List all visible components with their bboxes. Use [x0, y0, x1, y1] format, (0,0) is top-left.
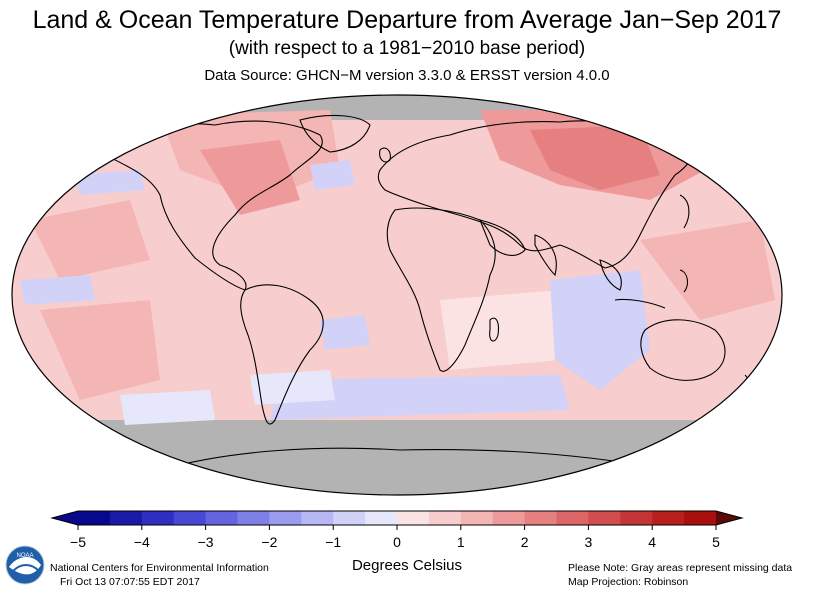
australia-outline: [640, 319, 726, 381]
colorbar-tick-label: 0: [393, 534, 401, 550]
colorbar-extend-low: [52, 511, 78, 525]
japan-outline: [679, 194, 690, 229]
cool-southern-ocean: [270, 375, 570, 420]
colorbar-swatch: [460, 511, 494, 525]
colorbar-swatch: [141, 511, 175, 525]
neutral-indian-ocean: [440, 290, 560, 370]
colorbar-swatch: [620, 511, 653, 525]
warm-canada: [200, 140, 300, 215]
colorbar-tick-label: −2: [261, 534, 278, 550]
colorbar-tick-label: −1: [325, 534, 342, 550]
colorbar-tick-label: 5: [712, 534, 720, 550]
colorbar-extend-high: [716, 511, 742, 525]
noaa-logo-icon: NOAA: [5, 545, 45, 585]
timestamp: Fri Oct 13 07:07:55 EDT 2017: [60, 576, 200, 588]
colorbar-swatch: [428, 511, 462, 525]
colorbar-swatch: [684, 511, 717, 525]
map-subtitle: (with respect to a 1981−2010 base period…: [228, 38, 586, 59]
colorbar-ticks: [77, 525, 717, 530]
cool-s-pacific: [120, 390, 215, 425]
arabia-outline: [479, 219, 526, 256]
cool-e-pacific: [20, 275, 95, 305]
data-source: Data Source: GHCN−M version 3.3.0 & ERSS…: [204, 67, 610, 84]
colorbar-swatch: [269, 511, 302, 525]
colorbar-units: Degrees Celsius: [351, 557, 463, 574]
warm-w-pacific: [640, 220, 775, 320]
south-america-outline: [240, 284, 324, 425]
uk-outline: [379, 147, 391, 163]
coastlines: [93, 114, 751, 471]
anomaly-field: [12, 95, 782, 495]
org-name: National Centers for Environmental Infor…: [50, 562, 269, 574]
missing-data-note: Please Note: Gray areas represent missin…: [568, 562, 793, 574]
cool-patagonia-sea: [250, 370, 335, 405]
colorbar-swatch: [173, 511, 207, 525]
greenland-outline: [299, 114, 371, 153]
eurasia-outline: [377, 120, 695, 269]
colorbar-swatch: [492, 511, 526, 525]
cool-n-atlantic: [310, 160, 355, 190]
colorbar-tick-label: 3: [584, 534, 593, 550]
colorbar-swatch: [109, 511, 143, 525]
map-title: Land & Ocean Temperature Departure from …: [32, 6, 782, 34]
colorbar-swatch: [301, 511, 334, 525]
colorbar-tick-label: 2: [520, 534, 529, 550]
colorbar-tick-label: −3: [197, 534, 214, 550]
colorbar-tick-label: 4: [648, 534, 657, 550]
colorbar-swatch: [237, 511, 270, 525]
india-outline: [534, 234, 557, 277]
colorbar-swatch: [652, 511, 685, 525]
cool-s-atlantic: [320, 315, 370, 350]
philippines-outline: [679, 269, 689, 293]
antarctica-outline: [159, 447, 641, 471]
colorbar-swatch: [205, 511, 238, 525]
indochina-outline: [599, 259, 622, 291]
indonesia-outline: [614, 298, 666, 309]
colorbar-tick-label: 1: [456, 534, 465, 550]
colorbar-swatch: [397, 511, 430, 525]
colorbar-swatches: [50, 510, 744, 526]
warm-s-pacific: [40, 300, 160, 400]
colorbar-tick-label: −4: [133, 534, 150, 550]
madagascar-outline: [489, 317, 499, 342]
colorbar-swatch: [588, 511, 621, 525]
colorbar-swatch: [556, 511, 589, 525]
warm-n-pacific: [30, 200, 150, 280]
colorbar-swatch: [333, 511, 366, 525]
noaa-logo-text: NOAA: [16, 553, 33, 559]
colorbar-swatch: [524, 511, 557, 525]
globe-outline: [11, 94, 783, 496]
projection-note: Map Projection: Robinson: [568, 576, 689, 588]
cool-n-pacific: [75, 170, 145, 195]
colorbar-swatch: [365, 511, 398, 525]
warm-siberia-core: [530, 125, 660, 190]
north-america-outline: [93, 120, 323, 291]
colorbar-swatch: [78, 511, 111, 525]
colorbar-tick-label: −5: [70, 534, 86, 550]
